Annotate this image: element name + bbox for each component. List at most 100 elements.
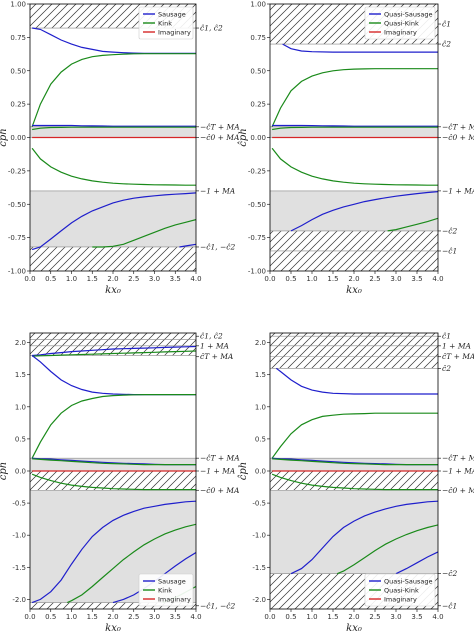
legend-label: Kink (158, 19, 172, 27)
chart-panel-2: 0.0 0.5 1.0 1.5 2.0 2.5 3.0 3.5 4.0 1.00 0.75 0.50 0… (238, 1, 474, 297)
boundary-label: −ĉ0 + MA (442, 486, 474, 495)
x-tick-label: 1.0 (306, 275, 317, 283)
y-tick-label: -0.75 (8, 234, 26, 242)
x-tick-label: 1.5 (87, 613, 98, 621)
series-line-0 (275, 367, 438, 395)
hatched-band-2 (30, 471, 196, 491)
y-tick-label: 0.75 (10, 34, 26, 42)
y-tick-label: -0.50 (248, 201, 266, 209)
series-line-7 (31, 473, 196, 491)
x-tick-label: 1.0 (306, 613, 317, 621)
boundary-label: 1 + MA (200, 341, 230, 350)
y-tick-label: -0.50 (8, 201, 26, 209)
y-tick-label: -1.5 (12, 564, 26, 572)
x-tick-label: 1.5 (87, 275, 98, 283)
boundary-label: ĉ2 (442, 364, 451, 373)
x-tick-label: 2.5 (369, 613, 380, 621)
gray-band-1 (270, 190, 438, 231)
y-tick-label: 0.00 (250, 134, 266, 142)
series-line-3 (31, 394, 196, 459)
boundary-label: −ĉ0 + MA (200, 133, 240, 142)
series-line-8 (395, 551, 438, 575)
x-tick-label: 2.0 (348, 613, 359, 621)
series-line-5 (271, 147, 438, 186)
x-tick-label: 0.5 (285, 613, 296, 621)
y-tick-label: -1.0 (252, 532, 266, 540)
series-line-6 (290, 191, 438, 232)
y-tick-label: -2.0 (12, 596, 26, 604)
legend-label: Sausage (158, 577, 186, 585)
y-tick-label: -0.5 (12, 500, 26, 508)
y-tick-label: -1.00 (8, 268, 26, 276)
y-tick-label: -0.25 (8, 167, 26, 175)
y-tick-label: 1.00 (10, 1, 26, 9)
series-line-0 (282, 43, 438, 53)
x-tick-label: 0.0 (24, 275, 35, 283)
series-line-1 (32, 350, 196, 357)
gray-band-1 (30, 190, 196, 247)
y-tick-label: 1.0 (15, 403, 26, 411)
y-tick-label: -1.0 (12, 532, 26, 540)
legend-box (364, 573, 436, 607)
boundary-label: −ĉ2 (442, 226, 457, 235)
series-line-2 (31, 355, 196, 396)
x-tick-label: 3.0 (149, 275, 160, 283)
hatched-band-1 (30, 246, 196, 271)
series-line-1 (271, 412, 438, 459)
series-line-9 (67, 523, 196, 604)
hatched-band-0 (270, 333, 438, 369)
boundary-label: ĉ1, ĉ2 (200, 332, 223, 341)
x-tick-label: 2.0 (348, 275, 359, 283)
boundary-label: −1 + MA (200, 467, 236, 476)
legend-label: Quasi-Kink (384, 586, 419, 594)
boundary-label: −ĉT + MA (200, 122, 240, 131)
plot-area (30, 4, 196, 271)
boundary-label: −ĉT + MA (442, 454, 474, 463)
y-tick-label: -0.5 (252, 500, 266, 508)
y-tick-label: 0.5 (255, 435, 266, 443)
legend-box (364, 6, 436, 40)
boundary-label: 1 + MA (442, 341, 472, 350)
series-line-8 (31, 500, 196, 604)
hatched-band-3 (30, 602, 196, 609)
boundary-label: −ĉ1 (442, 601, 457, 610)
y-tick-label: 0.00 (10, 134, 26, 142)
boundary-label: −ĉT + MA (200, 454, 240, 463)
x-tick-label: 1.5 (327, 275, 338, 283)
legend-label: Quasi-Sausage (384, 577, 432, 585)
series-line-3 (32, 126, 196, 131)
y-tick-label: -1.00 (248, 268, 266, 276)
series-line-1 (271, 68, 438, 128)
series-line-3 (272, 126, 438, 131)
x-tick-label: 3.5 (170, 275, 181, 283)
boundary-label: −ĉ0 + MA (200, 486, 240, 495)
x-tick-label: 0.5 (45, 613, 56, 621)
chart-panel-3: 0.0 0.5 1.0 1.5 2.0 2.5 3.0 3.5 4.0 2.0 1.5 1.0 0.5 0… (0, 332, 240, 631)
legend-label: Imaginary (384, 595, 417, 603)
y-tick-label: 1.00 (250, 1, 266, 9)
legend-label: Imaginary (384, 28, 417, 36)
boundary-label: ĉT + MA (200, 352, 234, 361)
chart-panel-1: 0.0 0.5 1.0 1.5 2.0 2.5 3.0 3.5 4.0 1.00 0.75 0.50 0… (0, 1, 240, 297)
legend-label: Sausage (158, 10, 186, 18)
x-tick-label: 0.0 (264, 275, 275, 283)
series-line-7 (92, 219, 196, 248)
y-tick-label: 0.50 (10, 67, 26, 75)
hatched-band-1 (270, 471, 438, 491)
x-tick-label: 4.0 (432, 275, 443, 283)
boundary-label: ĉT + MA (442, 352, 474, 361)
y-tick-label: 0.0 (255, 468, 266, 476)
boundary-label: −ĉ2 (442, 569, 457, 578)
x-tick-label: 1.5 (327, 613, 338, 621)
boundary-label: −ĉ1, −ĉ2 (200, 601, 236, 610)
x-axis-label: kx₀ (105, 623, 121, 631)
x-axis-label: kx₀ (105, 285, 121, 296)
x-tick-label: 3.0 (149, 613, 160, 621)
legend-label: Quasi-Kink (384, 19, 419, 27)
y-tick-label: -1.5 (252, 564, 266, 572)
chart-panel-4: 0.0 0.5 1.0 1.5 2.0 2.5 3.0 3.5 4.0 2.0 1.5 1.0 0.5 0… (238, 332, 474, 631)
